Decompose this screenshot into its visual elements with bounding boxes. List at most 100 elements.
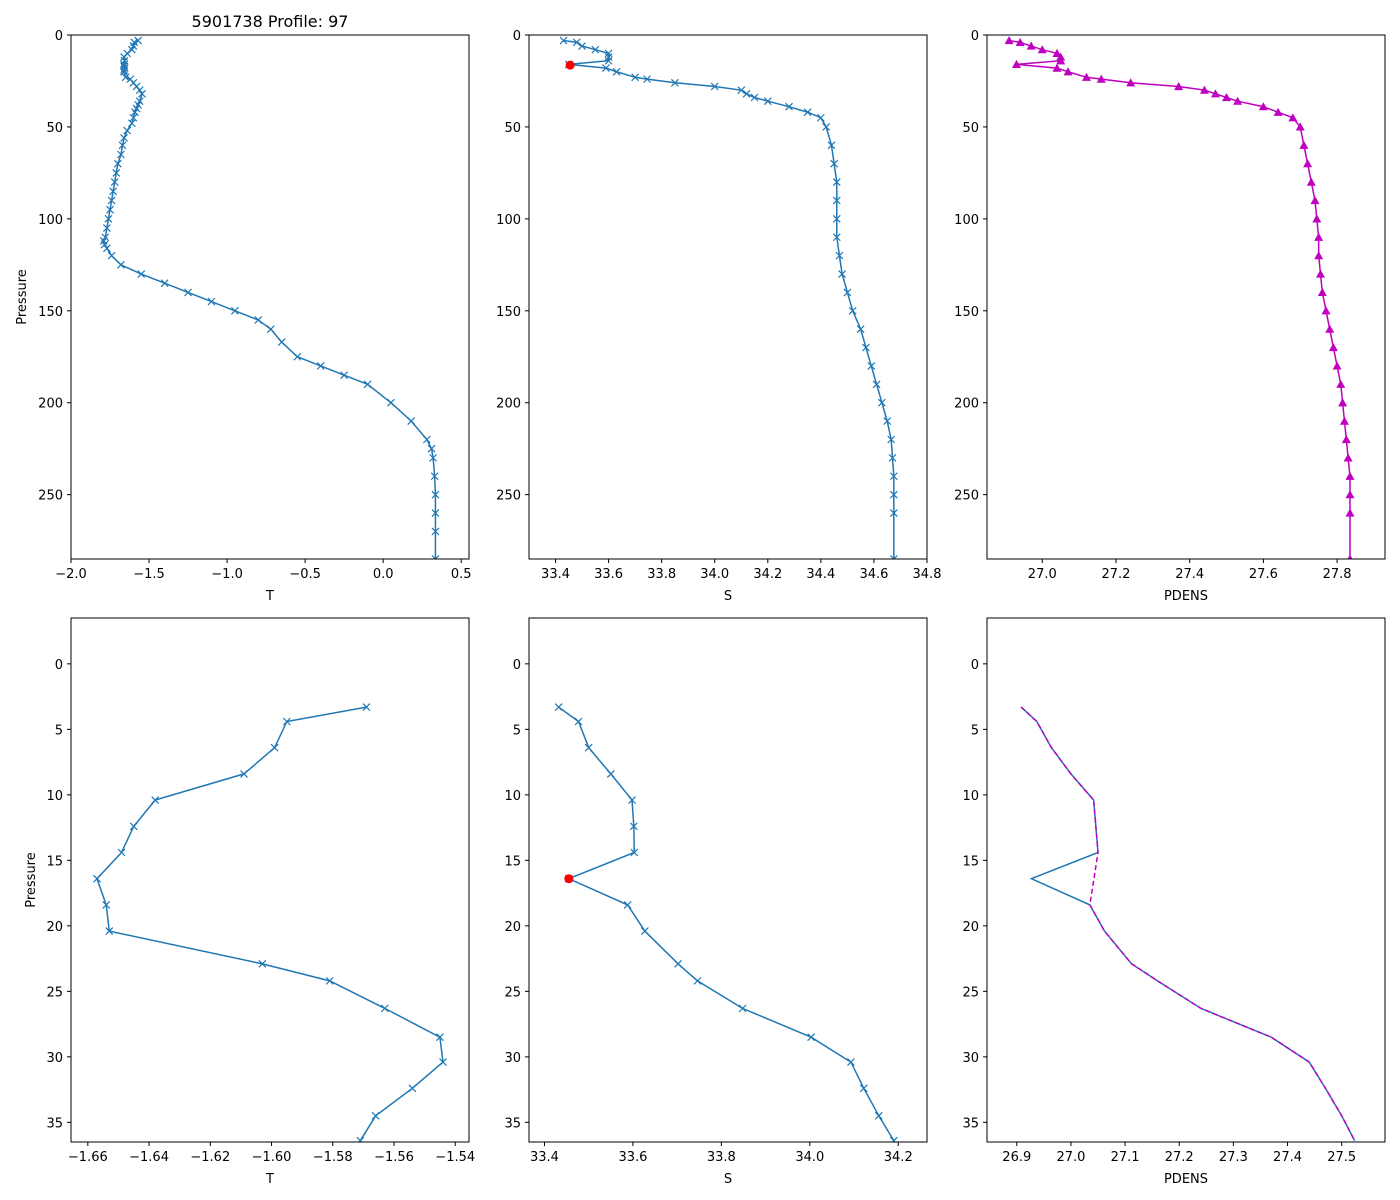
data-point bbox=[1336, 379, 1346, 388]
y-tick-label: 0 bbox=[971, 658, 979, 673]
axes-frame bbox=[70, 34, 470, 560]
data-point bbox=[578, 42, 586, 50]
x-tick-label: −1.64 bbox=[129, 1150, 169, 1165]
data-point bbox=[606, 769, 615, 778]
data-point bbox=[120, 67, 128, 76]
data-point bbox=[431, 509, 440, 517]
y-tick-label: 20 bbox=[46, 920, 63, 935]
data-point bbox=[1037, 45, 1047, 54]
data-point bbox=[827, 141, 836, 150]
y-tick-label: 100 bbox=[496, 213, 521, 228]
y-tick-label: 250 bbox=[954, 489, 979, 504]
data-point bbox=[859, 1084, 868, 1093]
data-point bbox=[1299, 140, 1309, 149]
x-tick-label: 27.3 bbox=[1219, 1150, 1248, 1165]
data-point bbox=[1343, 453, 1353, 462]
data-point bbox=[380, 1004, 389, 1013]
data-point bbox=[554, 703, 563, 712]
data-point bbox=[127, 119, 136, 128]
axes-frame bbox=[986, 617, 1386, 1143]
data-point bbox=[750, 93, 759, 102]
series-line bbox=[102, 39, 437, 559]
data-point bbox=[430, 472, 439, 481]
data-point bbox=[874, 1111, 883, 1120]
axes-frame bbox=[986, 34, 1386, 560]
data-point bbox=[1210, 89, 1220, 98]
data-point bbox=[889, 472, 898, 481]
data-point bbox=[832, 178, 841, 187]
x-axis-label: S bbox=[724, 1172, 732, 1187]
data-point bbox=[1096, 74, 1106, 83]
data-point bbox=[112, 168, 121, 177]
plot-area bbox=[1020, 706, 1356, 1142]
data-point bbox=[847, 1058, 855, 1067]
data-point bbox=[1222, 93, 1232, 102]
data-point bbox=[1325, 324, 1335, 333]
x-tick-label: −1.54 bbox=[435, 1150, 475, 1165]
x-tick-label: −1.5 bbox=[133, 567, 165, 582]
panel-bottom-left: −1.66 −1.64 −1.62 −1.60 −1.58 −1.56 −1.54 0 5 10 1… bbox=[24, 617, 475, 1187]
data-point bbox=[738, 1004, 747, 1013]
x-tick-label: −1.66 bbox=[68, 1150, 108, 1165]
data-point bbox=[1233, 96, 1243, 105]
data-point bbox=[240, 769, 248, 778]
data-point bbox=[832, 196, 841, 205]
data-point bbox=[104, 214, 113, 223]
y-tick-label: 100 bbox=[954, 213, 979, 228]
series-line bbox=[558, 706, 895, 1142]
data-point bbox=[1317, 287, 1327, 297]
data-point bbox=[1341, 434, 1351, 444]
data-point bbox=[117, 150, 125, 159]
data-point bbox=[832, 214, 841, 223]
data-point bbox=[230, 306, 239, 315]
data-point bbox=[282, 717, 291, 726]
y-tick-label: 100 bbox=[38, 213, 63, 228]
panels: −2.0 −1.5 −1.0 −0.5 0.0 0.5050100150200250TPr… bbox=[15, 29, 1386, 1187]
y-tick-label: 5 bbox=[971, 723, 979, 738]
data-point bbox=[120, 134, 128, 142]
data-point bbox=[591, 45, 600, 54]
data-point bbox=[118, 141, 127, 150]
panel-top-left: −2.0 −1.5 −1.0 −0.5 0.0 0.5 0 50 100 150 200 250 T Pr… bbox=[15, 29, 472, 604]
data-point bbox=[109, 187, 118, 196]
data-point bbox=[1303, 159, 1313, 168]
data-point bbox=[671, 78, 679, 87]
data-point bbox=[1052, 48, 1062, 57]
data-point bbox=[889, 490, 898, 499]
data-point bbox=[604, 53, 613, 61]
data-point bbox=[207, 297, 216, 306]
y-tick-label: 0 bbox=[55, 29, 63, 44]
data-point bbox=[1345, 471, 1355, 480]
y-axis-label: Pressure bbox=[15, 269, 30, 325]
y-tick-label: 150 bbox=[954, 305, 979, 320]
data-point bbox=[277, 338, 286, 346]
data-point bbox=[1295, 122, 1305, 131]
data-point bbox=[643, 75, 651, 84]
data-point bbox=[889, 509, 898, 517]
x-axis-label: S bbox=[724, 589, 732, 604]
data-point bbox=[362, 703, 371, 712]
data-point bbox=[105, 927, 114, 936]
data-point bbox=[1015, 37, 1025, 46]
data-point bbox=[1321, 306, 1331, 315]
x-tick-label: −1.56 bbox=[374, 1150, 414, 1165]
data-point bbox=[843, 288, 852, 297]
y-tick-label: 10 bbox=[962, 789, 979, 804]
data-point bbox=[135, 86, 144, 95]
data-point bbox=[184, 288, 192, 297]
x-tick-label: 27.1 bbox=[1111, 1150, 1140, 1165]
y-tick-label: 10 bbox=[504, 789, 521, 804]
data-point bbox=[848, 306, 857, 315]
data-point bbox=[710, 82, 719, 91]
y-tick-label: 35 bbox=[962, 1116, 979, 1131]
data-point bbox=[889, 1136, 898, 1142]
plot-area bbox=[93, 703, 447, 1142]
x-tick-label: −1.60 bbox=[252, 1150, 292, 1165]
data-point bbox=[117, 848, 126, 857]
y-tick-label: 0 bbox=[513, 29, 521, 44]
data-point bbox=[1339, 416, 1349, 425]
data-point bbox=[1347, 554, 1353, 559]
data-point bbox=[129, 822, 138, 831]
data-point bbox=[123, 126, 132, 135]
